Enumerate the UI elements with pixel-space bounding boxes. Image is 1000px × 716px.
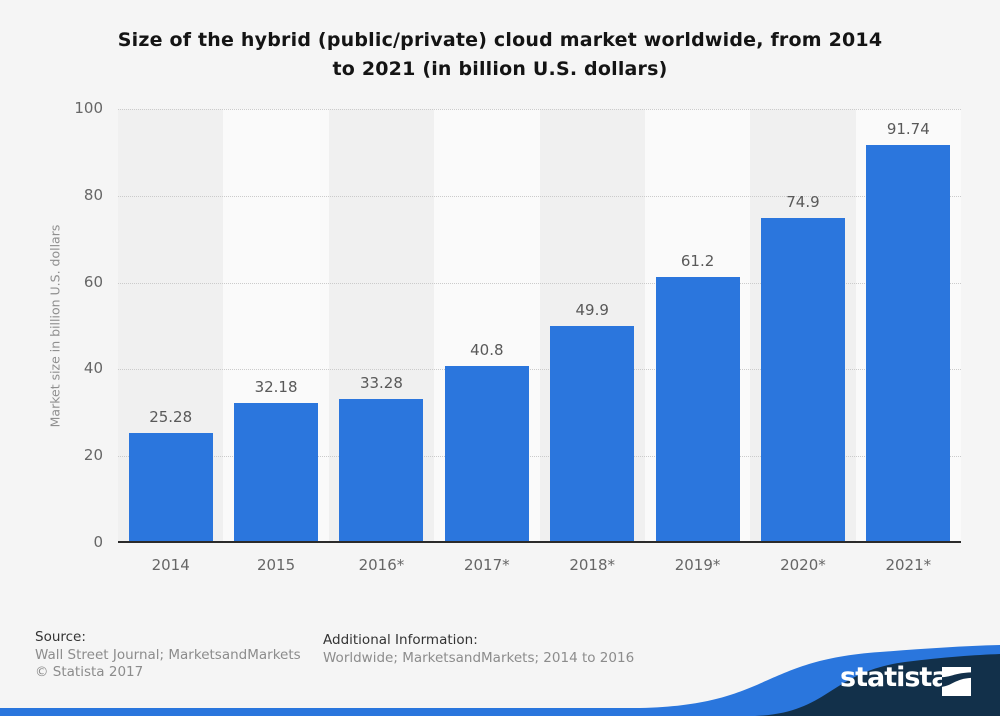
x-tick-label-2021*: 2021*: [885, 556, 932, 574]
chart-title-line-2: to 2021 (in billion U.S. dollars): [332, 58, 668, 80]
additional-info-label: Additional Information:: [323, 632, 478, 648]
y-tick-label-80: 80: [83, 185, 103, 204]
x-tick-label-2014: 2014: [151, 556, 190, 574]
bar-value-label: 49.9: [575, 301, 609, 320]
additional-info-text: Worldwide; MarketsandMarkets; 2014 to 20…: [323, 650, 635, 666]
bar-2021*: [866, 144, 951, 543]
x-tick-label-2019*: 2019*: [674, 556, 721, 574]
x-tick-label-2017*: 2017*: [463, 556, 510, 574]
bar-2014: [128, 433, 213, 543]
gridline-80: [118, 195, 961, 197]
bar-2017*: [444, 365, 529, 543]
y-tick-label-40: 40: [83, 359, 103, 378]
source-label: Source:: [35, 629, 86, 645]
bar-value-label: 33.28: [359, 373, 403, 392]
chart-title-line-1: Size of the hybrid (public/private) clou…: [117, 29, 883, 51]
bar-value-label: 74.9: [786, 192, 820, 211]
statista-logo-text: statista: [840, 662, 950, 693]
x-tick-label-2018*: 2018*: [569, 556, 616, 574]
swoosh-navy-wave: [755, 654, 1000, 716]
footer-swoosh-graphic: [0, 645, 1000, 716]
plot-area: 25.28 32.18 33.28 40.8 49.9 61.2 74.9 91.74: [118, 109, 961, 543]
gridline-40: [118, 369, 961, 371]
bar-value-label: 25.28: [149, 408, 193, 427]
bar-2016*: [339, 398, 424, 543]
y-axis-title: Market size in billion U.S. dollars: [47, 224, 63, 428]
gridline-60: [118, 282, 961, 284]
statista-logo-icon: [942, 667, 971, 696]
source-text: Wall Street Journal; MarketsandMarkets: [35, 647, 301, 663]
bar-2018*: [550, 326, 635, 543]
bar-value-label: 40.8: [470, 340, 504, 359]
bar-2020*: [760, 217, 845, 543]
y-tick-label-0: 0: [93, 533, 103, 551]
copyright-text: © Statista 2017: [35, 664, 144, 680]
x-tick-label-2015: 2015: [256, 556, 296, 574]
x-tick-label-2016*: 2016*: [358, 556, 405, 574]
y-tick-label-60: 60: [83, 272, 103, 291]
bar-2015: [234, 403, 319, 543]
bar-value-label: 32.18: [254, 378, 298, 397]
bar-value-label: 91.74: [886, 119, 930, 138]
chart-title: Size of the hybrid (public/private) clou…: [0, 26, 1000, 84]
gridline-100: [118, 109, 961, 110]
x-axis-line: [118, 541, 961, 543]
bar-2019*: [655, 277, 740, 543]
y-tick-label-20: 20: [83, 446, 103, 465]
bar-value-label: 61.2: [680, 252, 715, 271]
x-tick-label-2020*: 2020*: [780, 556, 826, 574]
y-tick-label-100: 100: [74, 99, 103, 117]
swoosh-blue-ribbon: [0, 645, 1000, 716]
gridline-20: [118, 456, 961, 458]
